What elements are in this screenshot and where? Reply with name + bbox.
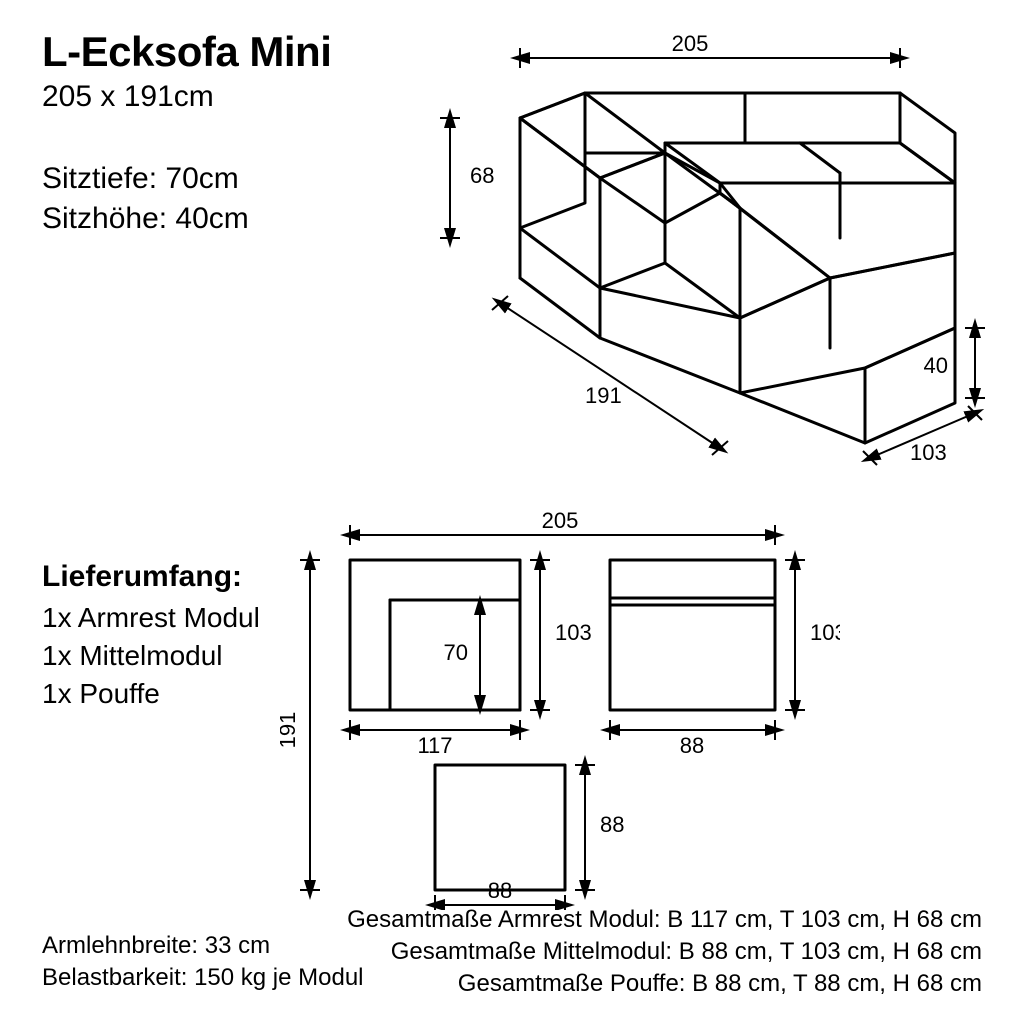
- spec-sitztiefe: Sitztiefe: 70cm: [42, 162, 239, 196]
- dim-plan-191: 191: [280, 712, 300, 749]
- spec-belastbarkeit: Belastbarkeit: 150 kg je Modul: [42, 964, 364, 992]
- isometric-drawing: 205 68: [400, 28, 1000, 468]
- dims-mittel: Gesamtmaße Mittelmodul: B 88 cm, T 103 c…: [391, 938, 982, 966]
- dim-103: 103: [910, 440, 947, 465]
- plan-drawing: 205 191 70 103 117: [280, 510, 840, 910]
- dim-plan-70: 70: [444, 640, 468, 665]
- scope-title: Lieferumfang:: [42, 560, 242, 594]
- dim-68: 68: [470, 163, 494, 188]
- dim-plan-117: 117: [417, 733, 452, 758]
- dim-191: 191: [585, 383, 622, 408]
- dim-plan-88a: 88: [680, 733, 704, 758]
- dims-armrest: Gesamtmaße Armrest Modul: B 117 cm, T 10…: [347, 906, 982, 934]
- dim-40: 40: [924, 353, 948, 378]
- dim-plan-88c: 88: [488, 878, 512, 903]
- spec-armlehnbreite: Armlehnbreite: 33 cm: [42, 932, 270, 960]
- dim-plan-103a: 103: [555, 620, 592, 645]
- scope-item: 1x Armrest Modul: [42, 602, 260, 634]
- product-title: L-Ecksofa Mini: [42, 28, 331, 76]
- dim-plan-88b: 88: [600, 812, 624, 837]
- product-dimensions: 205 x 191cm: [42, 80, 214, 114]
- dims-pouffe: Gesamtmaße Pouffe: B 88 cm, T 88 cm, H 6…: [458, 970, 982, 998]
- scope-item: 1x Mittelmodul: [42, 640, 223, 672]
- dim-plan-103b: 103: [810, 620, 840, 645]
- dim-205: 205: [672, 31, 709, 56]
- spec-sitzhoehe: Sitzhöhe: 40cm: [42, 202, 249, 236]
- scope-item: 1x Pouffe: [42, 678, 160, 710]
- dim-plan-205: 205: [542, 510, 579, 533]
